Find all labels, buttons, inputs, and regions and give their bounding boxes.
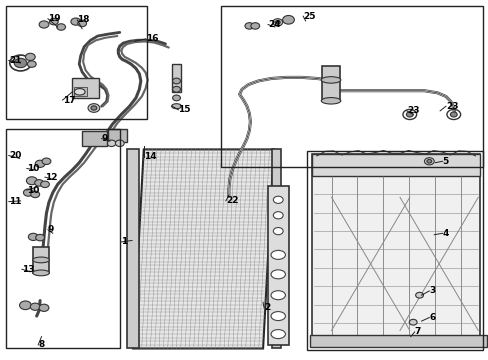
Bar bbox=[33, 247, 49, 273]
Circle shape bbox=[41, 181, 49, 188]
Text: 8: 8 bbox=[38, 341, 44, 349]
Circle shape bbox=[415, 292, 423, 298]
Circle shape bbox=[23, 189, 33, 196]
Circle shape bbox=[26, 177, 37, 185]
Circle shape bbox=[172, 86, 180, 92]
Text: 5: 5 bbox=[442, 157, 448, 166]
Text: 18: 18 bbox=[77, 15, 90, 24]
Circle shape bbox=[408, 319, 416, 325]
Ellipse shape bbox=[33, 270, 49, 276]
Text: 11: 11 bbox=[9, 197, 21, 206]
Circle shape bbox=[28, 233, 38, 240]
Circle shape bbox=[35, 180, 43, 186]
Circle shape bbox=[107, 140, 116, 147]
Bar bbox=[172, 64, 181, 92]
Circle shape bbox=[449, 112, 456, 117]
Circle shape bbox=[49, 18, 58, 25]
Circle shape bbox=[91, 106, 97, 110]
Bar bbox=[267, 186, 288, 345]
Circle shape bbox=[250, 23, 259, 29]
Text: 22: 22 bbox=[225, 197, 238, 206]
Bar bbox=[309, 335, 486, 347]
Ellipse shape bbox=[74, 89, 85, 95]
Ellipse shape bbox=[321, 98, 340, 104]
Text: 4: 4 bbox=[442, 229, 448, 238]
Text: 9: 9 bbox=[102, 134, 108, 143]
Text: 21: 21 bbox=[9, 56, 21, 65]
Circle shape bbox=[31, 191, 40, 198]
Ellipse shape bbox=[270, 312, 285, 321]
Bar bbox=[271, 149, 280, 348]
Circle shape bbox=[27, 61, 36, 67]
Circle shape bbox=[424, 158, 433, 165]
Ellipse shape bbox=[270, 270, 285, 279]
Ellipse shape bbox=[321, 77, 340, 83]
Circle shape bbox=[20, 301, 31, 310]
Bar bbox=[74, 87, 86, 96]
Text: 19: 19 bbox=[48, 14, 61, 23]
Circle shape bbox=[244, 23, 253, 29]
Ellipse shape bbox=[33, 257, 49, 263]
Circle shape bbox=[78, 20, 86, 27]
Text: 25: 25 bbox=[303, 12, 315, 21]
Circle shape bbox=[42, 158, 51, 165]
Bar bbox=[107, 129, 127, 142]
Text: 1: 1 bbox=[121, 238, 127, 247]
Circle shape bbox=[172, 95, 180, 101]
Text: 20: 20 bbox=[9, 151, 21, 160]
Text: 6: 6 bbox=[428, 313, 435, 322]
Ellipse shape bbox=[171, 104, 181, 109]
Circle shape bbox=[275, 21, 280, 24]
Circle shape bbox=[273, 212, 283, 219]
Circle shape bbox=[39, 304, 49, 311]
Circle shape bbox=[57, 24, 65, 30]
Circle shape bbox=[88, 104, 100, 112]
Bar bbox=[321, 66, 340, 101]
Bar bbox=[221, 6, 482, 167]
Circle shape bbox=[36, 234, 44, 241]
Text: 10: 10 bbox=[27, 186, 39, 195]
Circle shape bbox=[426, 159, 431, 163]
Text: 17: 17 bbox=[62, 96, 75, 105]
Bar bbox=[306, 151, 482, 350]
Bar bbox=[82, 131, 106, 146]
Text: 12: 12 bbox=[45, 173, 58, 182]
Text: 9: 9 bbox=[48, 225, 54, 234]
Circle shape bbox=[71, 18, 81, 25]
Bar bbox=[127, 149, 139, 348]
Circle shape bbox=[30, 303, 40, 310]
Text: 3: 3 bbox=[428, 287, 435, 295]
Ellipse shape bbox=[270, 330, 285, 338]
Text: 16: 16 bbox=[145, 35, 158, 44]
Text: 23: 23 bbox=[406, 107, 419, 116]
Circle shape bbox=[172, 78, 180, 84]
Circle shape bbox=[406, 112, 412, 117]
Text: 10: 10 bbox=[27, 164, 39, 173]
Circle shape bbox=[25, 53, 35, 60]
Circle shape bbox=[273, 228, 283, 235]
Polygon shape bbox=[133, 149, 273, 348]
Circle shape bbox=[14, 58, 27, 68]
Circle shape bbox=[115, 140, 124, 147]
Bar bbox=[72, 78, 99, 98]
Text: 24: 24 bbox=[267, 20, 280, 29]
Text: 13: 13 bbox=[22, 265, 35, 274]
Bar bbox=[6, 6, 146, 119]
Bar bbox=[311, 154, 479, 176]
Ellipse shape bbox=[270, 291, 285, 300]
Circle shape bbox=[273, 196, 283, 203]
Circle shape bbox=[282, 15, 294, 24]
Text: 2: 2 bbox=[264, 303, 270, 312]
Text: 14: 14 bbox=[144, 152, 157, 161]
Text: 23: 23 bbox=[445, 102, 458, 111]
Bar bbox=[311, 154, 479, 345]
Circle shape bbox=[39, 21, 49, 28]
Bar bbox=[6, 129, 120, 348]
Circle shape bbox=[35, 160, 45, 167]
Ellipse shape bbox=[270, 251, 285, 259]
Circle shape bbox=[272, 19, 282, 26]
Text: 7: 7 bbox=[414, 328, 420, 337]
Text: 15: 15 bbox=[178, 105, 191, 114]
